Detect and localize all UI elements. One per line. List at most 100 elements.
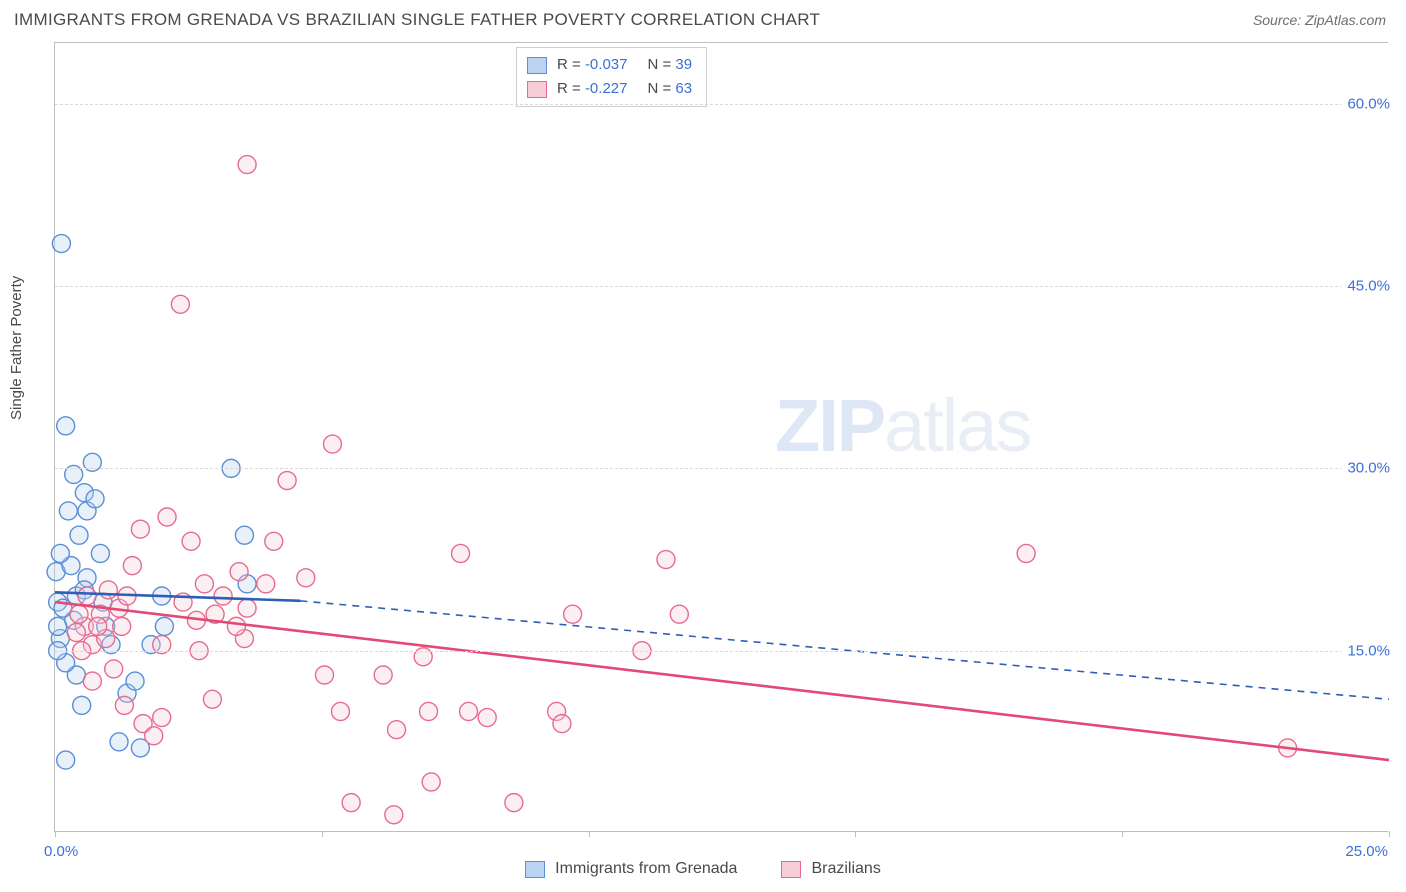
- scatter-point: [113, 617, 131, 635]
- y-tick-label: 45.0%: [1341, 278, 1390, 295]
- scatter-point: [99, 581, 117, 599]
- legend-label: Brazilians: [811, 860, 880, 878]
- scatter-point: [57, 417, 75, 435]
- scatter-point: [238, 599, 256, 617]
- scatter-point: [59, 502, 77, 520]
- stat-r-label: R =: [557, 80, 585, 97]
- scatter-point: [195, 575, 213, 593]
- scatter-point: [182, 532, 200, 550]
- scatter-point: [374, 666, 392, 684]
- stats-row: R = -0.037 N = 39: [527, 53, 692, 77]
- scatter-point: [89, 617, 107, 635]
- scatter-point: [78, 587, 96, 605]
- legend-item: Immigrants from Grenada: [525, 860, 737, 878]
- scatter-point: [657, 551, 675, 569]
- scatter-point: [564, 605, 582, 623]
- scatter-point: [227, 617, 245, 635]
- y-axis-label: Single Father Poverty: [8, 276, 25, 420]
- scatter-point: [385, 806, 403, 824]
- scatter-point: [420, 702, 438, 720]
- gridline: [55, 104, 1388, 105]
- x-tick-mark: [322, 831, 323, 837]
- scatter-point: [73, 696, 91, 714]
- stat-n-label: N =: [647, 80, 675, 97]
- swatch-icon: [527, 81, 547, 98]
- stat-n-label: N =: [647, 56, 675, 73]
- swatch-icon: [525, 861, 545, 878]
- scatter-point: [52, 235, 70, 253]
- scatter-point: [126, 672, 144, 690]
- stat-r-value: -0.227: [585, 80, 628, 97]
- y-tick-label: 15.0%: [1341, 642, 1390, 659]
- stat-r-value: -0.037: [585, 56, 628, 73]
- x-tick-mark: [855, 831, 856, 837]
- y-tick-label: 30.0%: [1341, 460, 1390, 477]
- scatter-svg: [55, 43, 1388, 831]
- stat-n-value: 39: [675, 56, 692, 73]
- source-attribution: Source: ZipAtlas.com: [1253, 12, 1386, 28]
- scatter-point: [203, 690, 221, 708]
- x-tick-mark: [589, 831, 590, 837]
- x-axis-max-label: 25.0%: [1345, 843, 1388, 860]
- x-axis-min-label: 0.0%: [44, 843, 78, 860]
- chart-plot-area: ZIPatlas R = -0.037 N = 39 R = -0.227 N …: [54, 42, 1388, 832]
- y-tick-label: 60.0%: [1341, 95, 1390, 112]
- scatter-point: [553, 715, 571, 733]
- scatter-point: [171, 295, 189, 313]
- scatter-point: [478, 709, 496, 727]
- gridline: [55, 651, 1388, 652]
- scatter-point: [86, 490, 104, 508]
- scatter-point: [105, 660, 123, 678]
- scatter-point: [342, 794, 360, 812]
- scatter-point: [323, 435, 341, 453]
- scatter-point: [452, 544, 470, 562]
- bottom-legend: Immigrants from Grenada Brazilians: [0, 860, 1406, 878]
- scatter-point: [51, 544, 69, 562]
- scatter-point: [67, 623, 85, 641]
- scatter-point: [145, 727, 163, 745]
- scatter-point: [460, 702, 478, 720]
- scatter-point: [315, 666, 333, 684]
- scatter-point: [155, 617, 173, 635]
- x-tick-mark: [55, 831, 56, 837]
- scatter-point: [297, 569, 315, 587]
- scatter-point: [505, 794, 523, 812]
- legend-item: Brazilians: [781, 860, 880, 878]
- gridline: [55, 468, 1388, 469]
- scatter-point: [83, 672, 101, 690]
- scatter-point: [57, 751, 75, 769]
- stat-r-label: R =: [557, 56, 585, 73]
- scatter-point: [214, 587, 232, 605]
- scatter-point: [153, 709, 171, 727]
- chart-title: IMMIGRANTS FROM GRENADA VS BRAZILIAN SIN…: [14, 10, 820, 30]
- x-tick-mark: [1389, 831, 1390, 837]
- stats-legend-box: R = -0.037 N = 39 R = -0.227 N = 63: [516, 47, 707, 107]
- scatter-point: [422, 773, 440, 791]
- swatch-icon: [781, 861, 801, 878]
- scatter-point: [115, 696, 133, 714]
- scatter-point: [278, 472, 296, 490]
- gridline: [55, 286, 1388, 287]
- scatter-point: [70, 605, 88, 623]
- stat-n-value: 63: [675, 80, 692, 97]
- scatter-point: [257, 575, 275, 593]
- scatter-point: [388, 721, 406, 739]
- scatter-point: [235, 526, 253, 544]
- scatter-point: [1017, 544, 1035, 562]
- trend-line: [55, 602, 1389, 760]
- scatter-point: [110, 733, 128, 751]
- scatter-point: [230, 563, 248, 581]
- scatter-point: [123, 557, 141, 575]
- scatter-point: [131, 520, 149, 538]
- scatter-point: [265, 532, 283, 550]
- scatter-point: [91, 544, 109, 562]
- stats-row: R = -0.227 N = 63: [527, 77, 692, 101]
- x-tick-mark: [1122, 831, 1123, 837]
- scatter-point: [670, 605, 688, 623]
- swatch-icon: [527, 57, 547, 74]
- scatter-point: [158, 508, 176, 526]
- legend-label: Immigrants from Grenada: [555, 860, 737, 878]
- scatter-point: [331, 702, 349, 720]
- scatter-point: [49, 617, 67, 635]
- scatter-point: [238, 156, 256, 174]
